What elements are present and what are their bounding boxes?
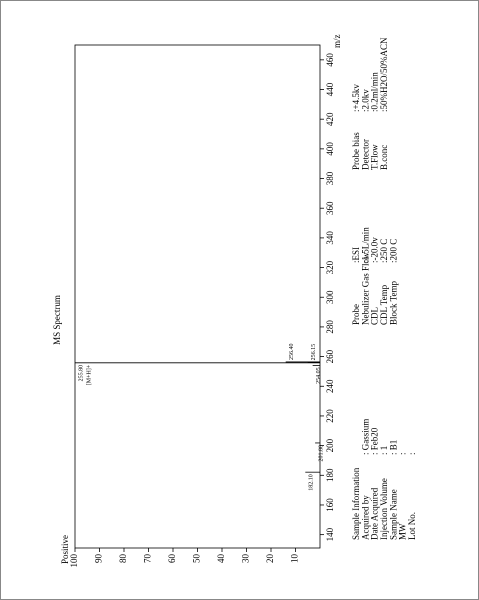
info-label: Lot No. [407,512,417,540]
info-value: :1.5L/min [360,227,370,263]
info-label: MW [398,523,408,540]
info-label: CDL Temp [379,284,389,325]
x-tick-label: 340 [325,231,335,245]
info-label: Block Temp [388,281,398,325]
x-tick-label: 380 [325,171,335,185]
info-value: : Feb20 [370,427,380,455]
peak-label: 182.10 [309,474,315,491]
y-tick-label: 10 [290,554,300,564]
y-tick-label: 90 [94,554,104,564]
x-tick-label: 460 [325,53,335,67]
x-tick-label: 420 [325,112,335,126]
y-tick-label: 60 [167,554,177,564]
x-tick-label: 200 [325,438,335,452]
y-tick-label: 30 [241,554,251,564]
x-tick-label: 320 [325,260,335,274]
info-label: Nebulizer Gas Flow [360,252,370,325]
info-value: :200 C [388,239,398,263]
x-tick-label: 400 [325,142,335,156]
info-value: :-20.0v [370,237,380,263]
info-value: :50%H2O/50%ACN [379,37,389,112]
info-label: Detector [360,139,370,170]
info-value: :250 C [379,239,389,263]
peak-label: 256.15 [311,344,317,361]
info-value: : B1 [388,440,398,455]
info-value: :2.0kv [360,89,370,112]
x-tick-label: 440 [325,82,335,96]
info-value: :+4.5kv [351,84,361,112]
y-tick-label: 100 [69,554,79,568]
info-value: : [398,452,408,455]
peak-label: 201.80 [318,445,324,462]
y-tick-label: 70 [143,554,153,564]
info-label: Probe [351,304,361,325]
info-label: CDL [370,307,380,325]
peak-annotation: [M+H]+ [86,364,92,385]
y-tick-label: 40 [216,554,226,564]
x-tick-label: 360 [325,201,335,215]
x-tick-label: 240 [325,379,335,393]
x-tick-label: 180 [325,468,335,482]
x-tick-label: 160 [325,498,335,512]
rotated-page: MS Spectrum Positive m/z 140 160 180 200 220… [52,34,417,567]
info-label: Date Acquired [370,487,380,540]
peak-label: 256.40 [289,343,295,360]
info-label: B.conc [379,145,389,170]
info-label: Probe bias [351,132,361,170]
info-label: Sample Name [388,489,398,540]
info-label: Injection Volume [379,478,389,540]
info-value: : Gassium [360,419,370,455]
info-value: : [407,452,417,455]
x-tick-label: 260 [325,349,335,363]
peak-label: 254.05 [316,367,322,384]
peak-label: 255.80 [78,365,84,382]
info-value: :0.2ml/min [370,72,380,112]
chart-title: MS Spectrum [52,295,62,345]
y-tick-label: 20 [265,554,275,564]
y-tick-label: 50 [192,554,202,564]
info-value: :ESI [351,247,361,263]
y-tick-label: 80 [118,554,128,564]
polarity: Positive [60,535,70,564]
x-tick-label: 300 [325,290,335,304]
x-axis-label: m/z [332,34,342,48]
x-tick-label: 280 [325,320,335,334]
info-label: T.Flow [370,144,380,170]
x-tick-label: 140 [325,527,335,541]
info-value: : 1 [379,446,389,455]
block-title: Sample Information [351,467,361,540]
info-label: Acquired by [360,495,370,540]
x-tick-label: 220 [325,409,335,423]
